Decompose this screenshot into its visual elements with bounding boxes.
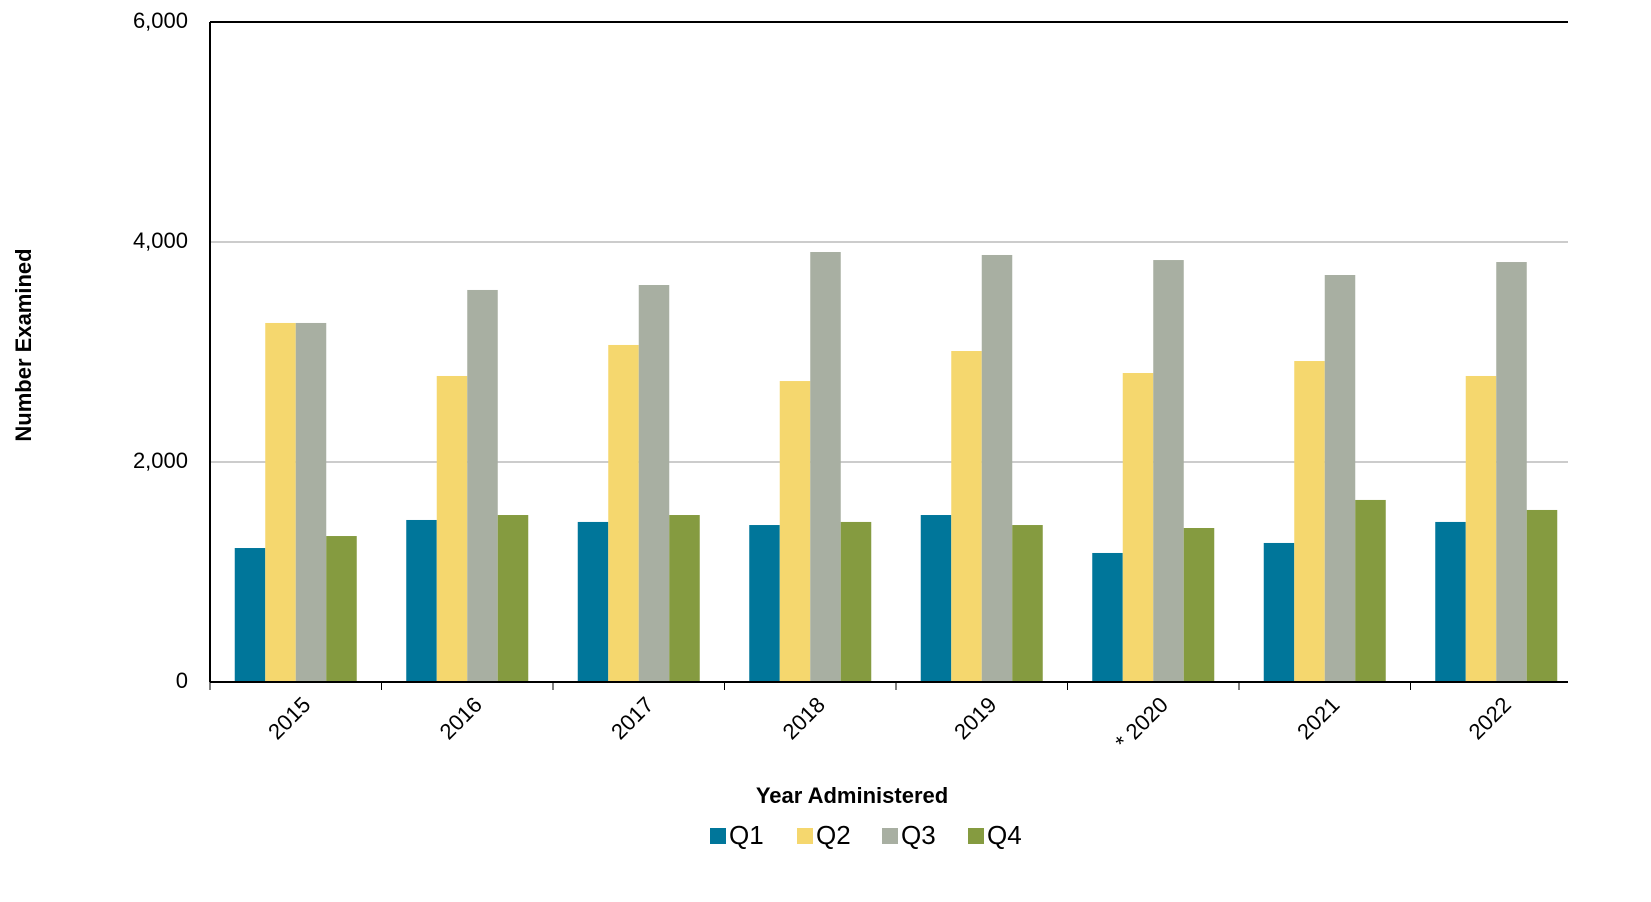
x-tick-label: 2017	[606, 692, 658, 744]
bar	[638, 285, 670, 682]
legend-marker	[797, 828, 813, 844]
bar	[1324, 275, 1356, 682]
bar	[1122, 373, 1154, 682]
x-axis-title: Year Administered	[756, 783, 948, 808]
bar	[1092, 552, 1123, 682]
bar	[1183, 528, 1215, 682]
x-tick-label: * 2020	[1110, 692, 1173, 755]
x-tick-label: 2016	[435, 692, 487, 744]
bar	[779, 381, 811, 682]
bar	[436, 375, 468, 682]
x-tick-label: 2019	[949, 692, 1001, 744]
bar	[981, 254, 1013, 683]
bar	[1435, 521, 1466, 682]
bar	[669, 515, 700, 682]
y-tick-label: 6,000	[133, 8, 188, 33]
bar	[497, 515, 529, 682]
legend-label: Q2	[816, 820, 851, 850]
legend-label: Q4	[987, 820, 1022, 850]
chart: Year Administered Number Examined 0 2,000…	[11, 8, 1582, 850]
bar	[1526, 509, 1558, 682]
bar	[265, 322, 296, 682]
bar	[295, 322, 327, 682]
bar	[749, 525, 780, 682]
y-tick-label: 4,000	[133, 228, 188, 253]
bar	[234, 548, 266, 682]
y-tick-label: 0	[176, 668, 188, 693]
bar	[467, 289, 498, 682]
legend-marker	[882, 828, 898, 844]
x-tick-label: 2015	[263, 692, 315, 744]
bar	[840, 521, 872, 682]
bar	[1012, 525, 1043, 682]
bar	[1355, 499, 1386, 682]
legend-marker	[710, 828, 726, 844]
bar	[326, 536, 357, 682]
x-tick-label: 2022	[1464, 692, 1516, 744]
bar	[577, 521, 609, 682]
bar	[1496, 262, 1527, 682]
bar	[1153, 260, 1184, 682]
y-axis-title: Number Examined	[11, 248, 36, 441]
x-tick-label: 2021	[1292, 692, 1344, 744]
legend-label: Q3	[901, 820, 936, 850]
legend-label: Q1	[729, 820, 764, 850]
bar	[951, 351, 982, 682]
bar	[1294, 361, 1325, 682]
bar	[406, 519, 437, 682]
bar	[608, 344, 639, 682]
bar	[1263, 542, 1295, 682]
bar	[810, 252, 841, 682]
bar	[1465, 375, 1497, 682]
x-tick-label: 2018	[778, 692, 830, 744]
y-tick-label: 2,000	[133, 448, 188, 473]
legend-marker	[968, 828, 984, 844]
bar	[920, 515, 952, 682]
